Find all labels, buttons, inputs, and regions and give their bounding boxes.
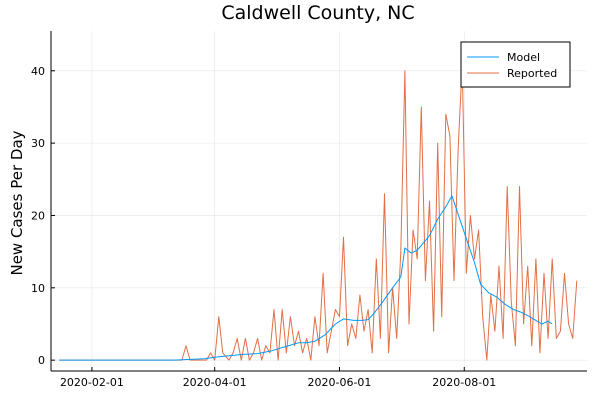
series-line-reported bbox=[59, 63, 578, 361]
legend-box bbox=[460, 41, 571, 88]
x-tick-label: 2020-06-01 bbox=[307, 376, 371, 389]
x-tick-label: 2020-08-01 bbox=[432, 376, 496, 389]
legend-label: Model bbox=[507, 51, 540, 64]
y-tick-label: 30 bbox=[31, 137, 45, 150]
legend: Model Reported bbox=[460, 41, 571, 88]
y-tick-label: 0 bbox=[38, 354, 45, 367]
y-tick-label: 40 bbox=[31, 65, 45, 78]
legend-label: Reported bbox=[507, 67, 557, 80]
series-layer bbox=[59, 63, 578, 361]
y-tick-label: 10 bbox=[31, 282, 45, 295]
y-tick-label: 20 bbox=[31, 209, 45, 222]
series-line-model bbox=[59, 195, 553, 361]
x-tick-label: 2020-04-01 bbox=[183, 376, 247, 389]
chart-title: Caldwell County, NC bbox=[221, 2, 414, 24]
axes: 2020-02-01 2020-04-01 2020-06-01 2020-08-01… bbox=[31, 31, 587, 389]
x-tick-label: 2020-02-01 bbox=[60, 376, 124, 389]
y-axis-label: New Cases Per Day bbox=[8, 130, 26, 275]
